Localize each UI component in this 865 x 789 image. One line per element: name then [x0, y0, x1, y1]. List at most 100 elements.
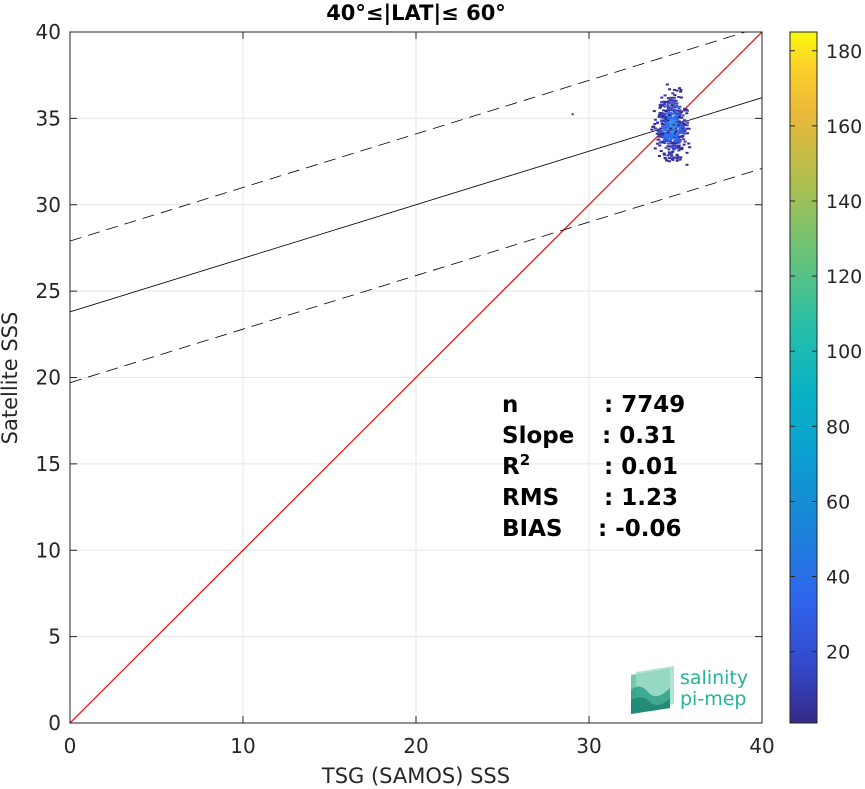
density-point	[676, 117, 680, 120]
density-point	[662, 113, 666, 116]
density-point	[676, 132, 680, 135]
density-point	[656, 138, 660, 141]
density-point	[661, 132, 665, 135]
density-point	[666, 119, 670, 122]
density-point	[653, 118, 657, 121]
density-point	[671, 103, 675, 106]
density-point	[669, 137, 673, 140]
stat-label: RMS	[502, 485, 559, 511]
density-point	[672, 142, 676, 145]
density-point	[678, 126, 682, 129]
density-point	[678, 131, 682, 134]
density-point	[667, 111, 671, 114]
density-point	[655, 142, 659, 145]
x-tick-label: 0	[64, 734, 77, 758]
density-point	[674, 106, 677, 109]
stat-value: : 0.01	[604, 454, 678, 480]
density-point	[682, 128, 686, 131]
density-point	[658, 103, 662, 106]
regression-line	[70, 97, 762, 313]
density-point	[667, 114, 671, 116]
y-tick-label: 10	[36, 538, 61, 562]
density-point	[674, 130, 678, 133]
density-point	[664, 128, 668, 131]
density-point	[666, 136, 670, 139]
density-point	[665, 159, 669, 162]
density-point	[676, 109, 679, 112]
density-point	[680, 123, 684, 126]
density-point	[672, 104, 676, 107]
density-point	[687, 127, 691, 130]
density-point	[683, 140, 687, 143]
density-point	[656, 130, 660, 132]
density-point	[664, 116, 668, 119]
density-point	[664, 146, 668, 149]
y-axis-ticks: 0 5 10 15 20 25 30 35 40	[36, 20, 762, 735]
density-point	[685, 109, 689, 112]
density-point	[660, 130, 664, 133]
density-point	[672, 127, 676, 130]
density-point	[672, 109, 676, 112]
density-point	[673, 146, 677, 149]
density-point	[676, 155, 680, 158]
density-point	[685, 127, 689, 130]
density-point	[657, 135, 661, 138]
density-point	[683, 130, 687, 133]
stat-value: : 1.23	[604, 485, 678, 511]
density-point	[671, 128, 675, 131]
density-point	[671, 92, 675, 95]
density-point	[668, 145, 671, 148]
density-point	[663, 105, 667, 108]
density-point	[665, 129, 669, 132]
density-point	[677, 149, 681, 152]
density-point	[675, 154, 679, 157]
density-point	[676, 131, 680, 134]
density-point	[670, 106, 674, 109]
colorbar-tick-label: 180	[826, 41, 862, 63]
density-point	[653, 127, 657, 130]
density-point	[669, 151, 673, 154]
x-tick-label: 10	[230, 734, 255, 758]
y-tick-label: 0	[48, 711, 61, 735]
density-point	[666, 138, 670, 141]
density-point	[680, 146, 684, 149]
colorbar-tick-label: 40	[826, 567, 850, 589]
density-point	[662, 109, 666, 112]
density-point	[662, 153, 666, 156]
density-point	[669, 117, 673, 120]
fit-lines	[70, 32, 762, 723]
density-point	[673, 125, 676, 128]
density-point	[682, 143, 686, 146]
x-axis-label: TSG (SAMOS) SSS	[321, 764, 510, 788]
density-point	[667, 100, 671, 103]
logo-line1: salinity	[680, 667, 748, 689]
y-tick-label: 30	[36, 193, 61, 217]
density-point	[661, 125, 665, 128]
density-point	[680, 135, 684, 138]
density-point	[653, 147, 657, 150]
density-point	[669, 127, 673, 130]
density-point	[680, 116, 684, 119]
colorbar-tick-label: 60	[826, 491, 850, 513]
density-point	[662, 126, 666, 129]
density-point	[665, 122, 668, 125]
density-point	[682, 127, 686, 129]
density-point	[673, 134, 677, 137]
x-tick-label: 20	[403, 734, 428, 758]
density-point	[664, 133, 668, 136]
density-points	[571, 83, 692, 166]
identity-line	[70, 32, 762, 723]
density-point	[664, 112, 668, 115]
density-point	[675, 121, 678, 124]
density-point	[675, 138, 678, 141]
density-point	[677, 137, 681, 140]
density-point	[664, 109, 668, 112]
density-point	[685, 151, 689, 154]
density-point	[675, 89, 679, 92]
stat-label: R2	[502, 451, 530, 480]
density-point	[677, 107, 681, 110]
density-point	[652, 110, 656, 113]
density-point	[659, 150, 663, 152]
density-point	[683, 123, 687, 126]
colorbar-tick-label: 160	[826, 116, 862, 138]
